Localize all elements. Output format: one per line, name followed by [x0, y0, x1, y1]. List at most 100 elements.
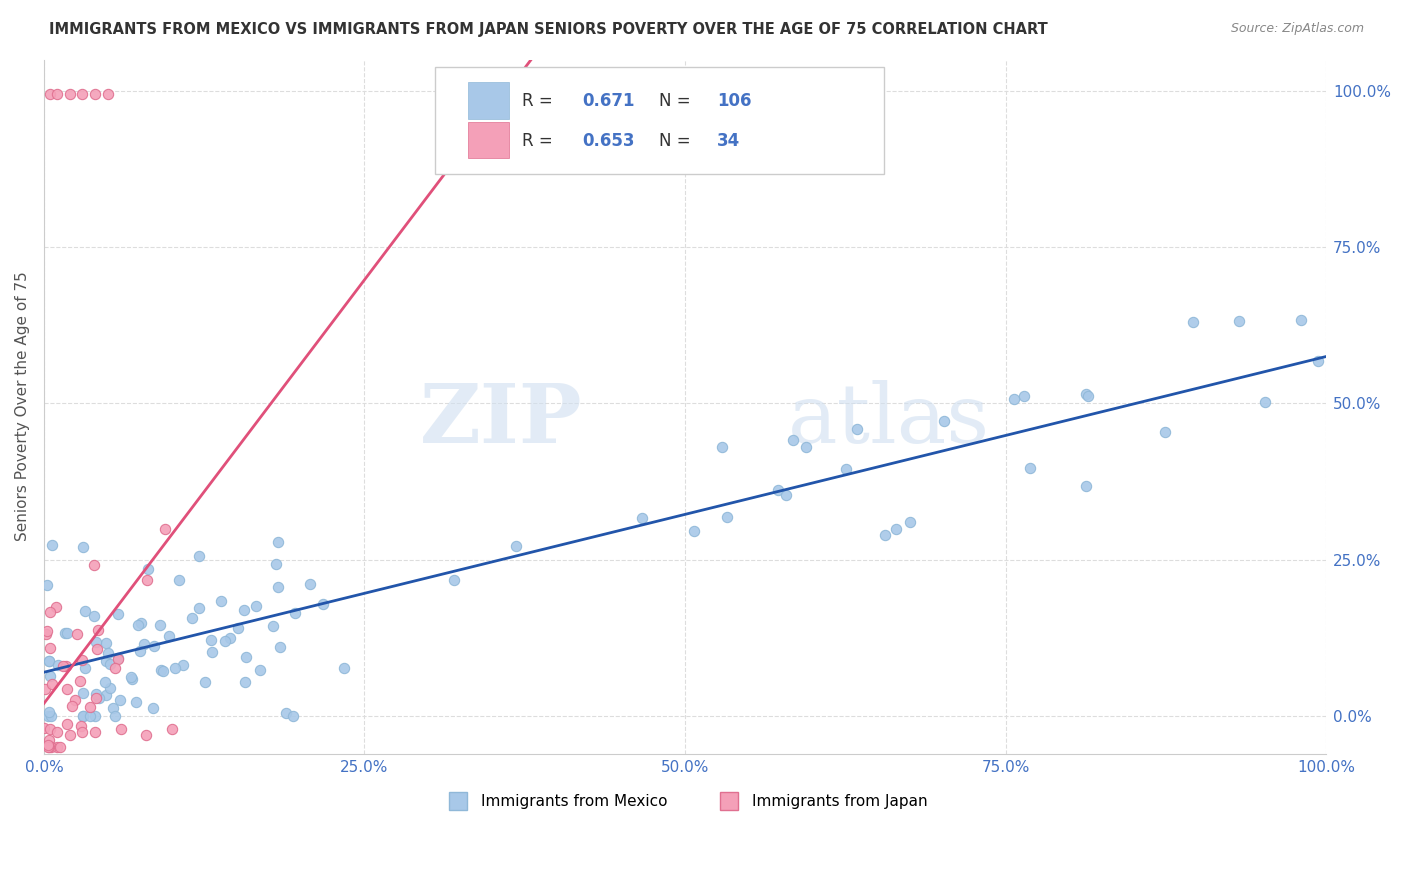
Point	[333, 661, 356, 675]
Point	[37, 624, 59, 638]
Point	[73, 604, 96, 618]
Point	[84, 724, 107, 739]
Point	[96, 654, 118, 668]
Point	[934, 414, 956, 428]
Point	[37, 709, 59, 723]
Point	[93, 675, 115, 690]
Point	[46, 658, 69, 673]
Point	[135, 573, 157, 587]
Point	[1306, 354, 1329, 368]
Point	[38, 740, 60, 755]
Y-axis label: Seniors Poverty Over the Age of 75: Seniors Poverty Over the Age of 75	[15, 272, 30, 541]
Point	[56, 625, 79, 640]
Point	[157, 629, 180, 643]
Point	[875, 528, 897, 542]
Point	[84, 691, 107, 706]
Point	[1181, 315, 1204, 329]
Point	[84, 687, 107, 701]
Point	[107, 607, 129, 621]
Text: IMMIGRANTS FROM MEXICO VS IMMIGRANTS FROM JAPAN SENIORS POVERTY OVER THE AGE OF : IMMIGRANTS FROM MEXICO VS IMMIGRANTS FRO…	[49, 22, 1047, 37]
Point	[87, 623, 110, 637]
Point	[38, 733, 60, 747]
Text: 0.671: 0.671	[582, 92, 636, 110]
Point	[898, 515, 921, 529]
Point	[716, 509, 738, 524]
Point	[284, 606, 307, 620]
Point	[129, 643, 152, 657]
Text: 34: 34	[717, 132, 741, 150]
Text: R =: R =	[522, 92, 558, 110]
Point	[775, 488, 797, 502]
Point	[1227, 313, 1250, 327]
Point	[283, 709, 305, 723]
Point	[160, 722, 183, 736]
Point	[97, 87, 120, 101]
Point	[219, 631, 242, 645]
Text: N =: N =	[659, 92, 696, 110]
Point	[104, 661, 127, 675]
Point	[267, 535, 290, 549]
Point	[72, 709, 94, 723]
Point	[266, 557, 288, 571]
Point	[181, 611, 204, 625]
Point	[835, 461, 858, 475]
Point	[79, 700, 101, 714]
Point	[149, 664, 172, 678]
Point	[710, 440, 733, 454]
Point	[1254, 395, 1277, 409]
Point	[38, 706, 60, 720]
Point	[49, 740, 72, 755]
Point	[84, 87, 107, 101]
Point	[70, 653, 93, 667]
Point	[84, 709, 107, 723]
Point	[153, 522, 176, 536]
Point	[107, 650, 129, 665]
Point	[794, 441, 817, 455]
Point	[505, 539, 527, 553]
Point	[79, 709, 101, 723]
Point	[46, 740, 69, 755]
Point	[104, 709, 127, 723]
Point	[188, 549, 211, 563]
Point	[98, 657, 121, 671]
Point	[152, 665, 174, 679]
Point	[39, 709, 62, 723]
Point	[65, 627, 87, 641]
Point	[443, 573, 465, 587]
Point	[1076, 479, 1098, 493]
Point	[1018, 461, 1040, 475]
Point	[226, 620, 249, 634]
Point	[58, 728, 80, 742]
Point	[766, 483, 789, 497]
Point	[1076, 387, 1098, 401]
Point	[149, 618, 172, 632]
Point	[52, 659, 75, 673]
Point	[683, 524, 706, 538]
Point	[35, 627, 58, 641]
Point	[245, 599, 267, 613]
Point	[138, 562, 160, 576]
Point	[56, 717, 79, 731]
Text: N =: N =	[659, 132, 696, 150]
Point	[267, 580, 290, 594]
Point	[630, 511, 652, 525]
Point	[200, 632, 222, 647]
Point	[45, 87, 67, 101]
Point	[201, 645, 224, 659]
Point	[1154, 425, 1177, 440]
Point	[96, 636, 118, 650]
Point	[72, 87, 94, 101]
Point	[132, 637, 155, 651]
Point	[110, 722, 132, 736]
Point	[1012, 389, 1035, 403]
Point	[41, 677, 63, 691]
Point	[167, 573, 190, 587]
Point	[269, 640, 291, 655]
Point	[214, 634, 236, 648]
Point	[235, 649, 257, 664]
Text: 106: 106	[717, 92, 752, 110]
Point	[276, 706, 298, 720]
Point	[34, 681, 56, 696]
Point	[39, 87, 62, 101]
Point	[38, 654, 60, 668]
